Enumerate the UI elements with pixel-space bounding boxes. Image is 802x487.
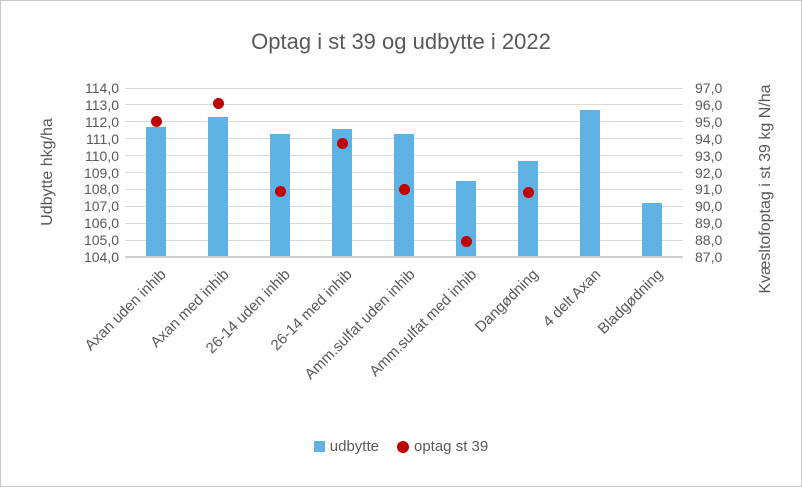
left-axis-tick: 105,0	[83, 232, 119, 249]
right-axis-tick: 97,0	[695, 80, 723, 96]
gridline	[125, 104, 683, 106]
udbytte-swatch-icon	[313, 441, 325, 452]
bar-Bladgødning	[642, 202, 662, 256]
x-axis-line	[125, 256, 683, 258]
left-axis-tick: 110,0	[85, 147, 119, 164]
right-axis-tick: 94,0	[695, 130, 723, 147]
legend-label-udbytte: udbytte	[329, 438, 379, 455]
x-axis-label: Bladgødning	[594, 266, 667, 338]
gridline	[125, 87, 683, 89]
bar-Axan med inhib	[208, 116, 228, 256]
right-axis-tick: 90,0	[695, 198, 723, 215]
dot-Dangødning	[522, 187, 534, 199]
right-axis-tick: 87,0	[695, 249, 723, 265]
dot-Amm.sulfat uden inhib	[398, 183, 410, 195]
right-axis-tick: 96,0	[695, 96, 723, 113]
dot-Axan uden inhib	[150, 116, 162, 128]
bar-Axan uden inhib	[146, 126, 166, 256]
x-axis-label: 4 delt Axan	[539, 266, 605, 331]
right-axis-tick: 95,0	[695, 113, 723, 130]
left-axis-tick: 104,0	[83, 249, 119, 265]
legend-item-optag-st-39: optag st 39	[396, 438, 489, 455]
left-axis-tick: 109,0	[83, 164, 119, 181]
bar-26-14 med inhib	[332, 128, 352, 256]
right-axis-tick: 92,0	[695, 164, 723, 181]
x-axis-label: Amm.sulfat uden inhib	[301, 266, 419, 383]
right-axis-tick: 91,0	[695, 181, 723, 198]
dot-Amm.sulfat med inhib	[460, 236, 472, 248]
dot-Axan med inhib	[212, 97, 224, 109]
dot-26-14 med inhib	[336, 138, 348, 150]
left-axis-tick: 112,0	[85, 113, 119, 130]
left-axis-tick: 111,0	[86, 130, 119, 147]
left-axis-tick: 114,0	[85, 80, 119, 96]
legend: udbytte optag st 39	[1, 438, 801, 455]
left-axis-tick: 113,0	[85, 96, 119, 113]
right-axis-title: Kvæsltofoptag i st 39 kg N/ha	[757, 84, 774, 294]
x-axis-label: Dangødning	[472, 266, 543, 336]
bar-Dangødning	[518, 160, 538, 256]
bar-4 delt Axan	[580, 109, 600, 256]
dot-26-14 uden inhib	[274, 185, 286, 197]
left-axis-tick: 108,0	[83, 181, 119, 198]
gridline	[125, 121, 683, 123]
left-axis-tick: 106,0	[83, 215, 119, 232]
optag-st-39-swatch-icon	[396, 440, 409, 453]
legend-item-udbytte: udbytte	[313, 438, 379, 455]
bar-Amm.sulfat med inhib	[456, 180, 476, 256]
left-axis-tick: 107,0	[83, 198, 119, 215]
right-axis-tick: 88,0	[695, 232, 723, 249]
chart-title: Optag i st 39 og udbytte i 2022	[251, 29, 551, 54]
legend-label-optag-st-39: optag st 39	[413, 438, 489, 455]
right-axis-tick: 93,0	[695, 147, 723, 164]
x-axis-label: Amm.sulfat med inhib	[366, 266, 481, 381]
right-axis-tick: 89,0	[695, 215, 723, 232]
